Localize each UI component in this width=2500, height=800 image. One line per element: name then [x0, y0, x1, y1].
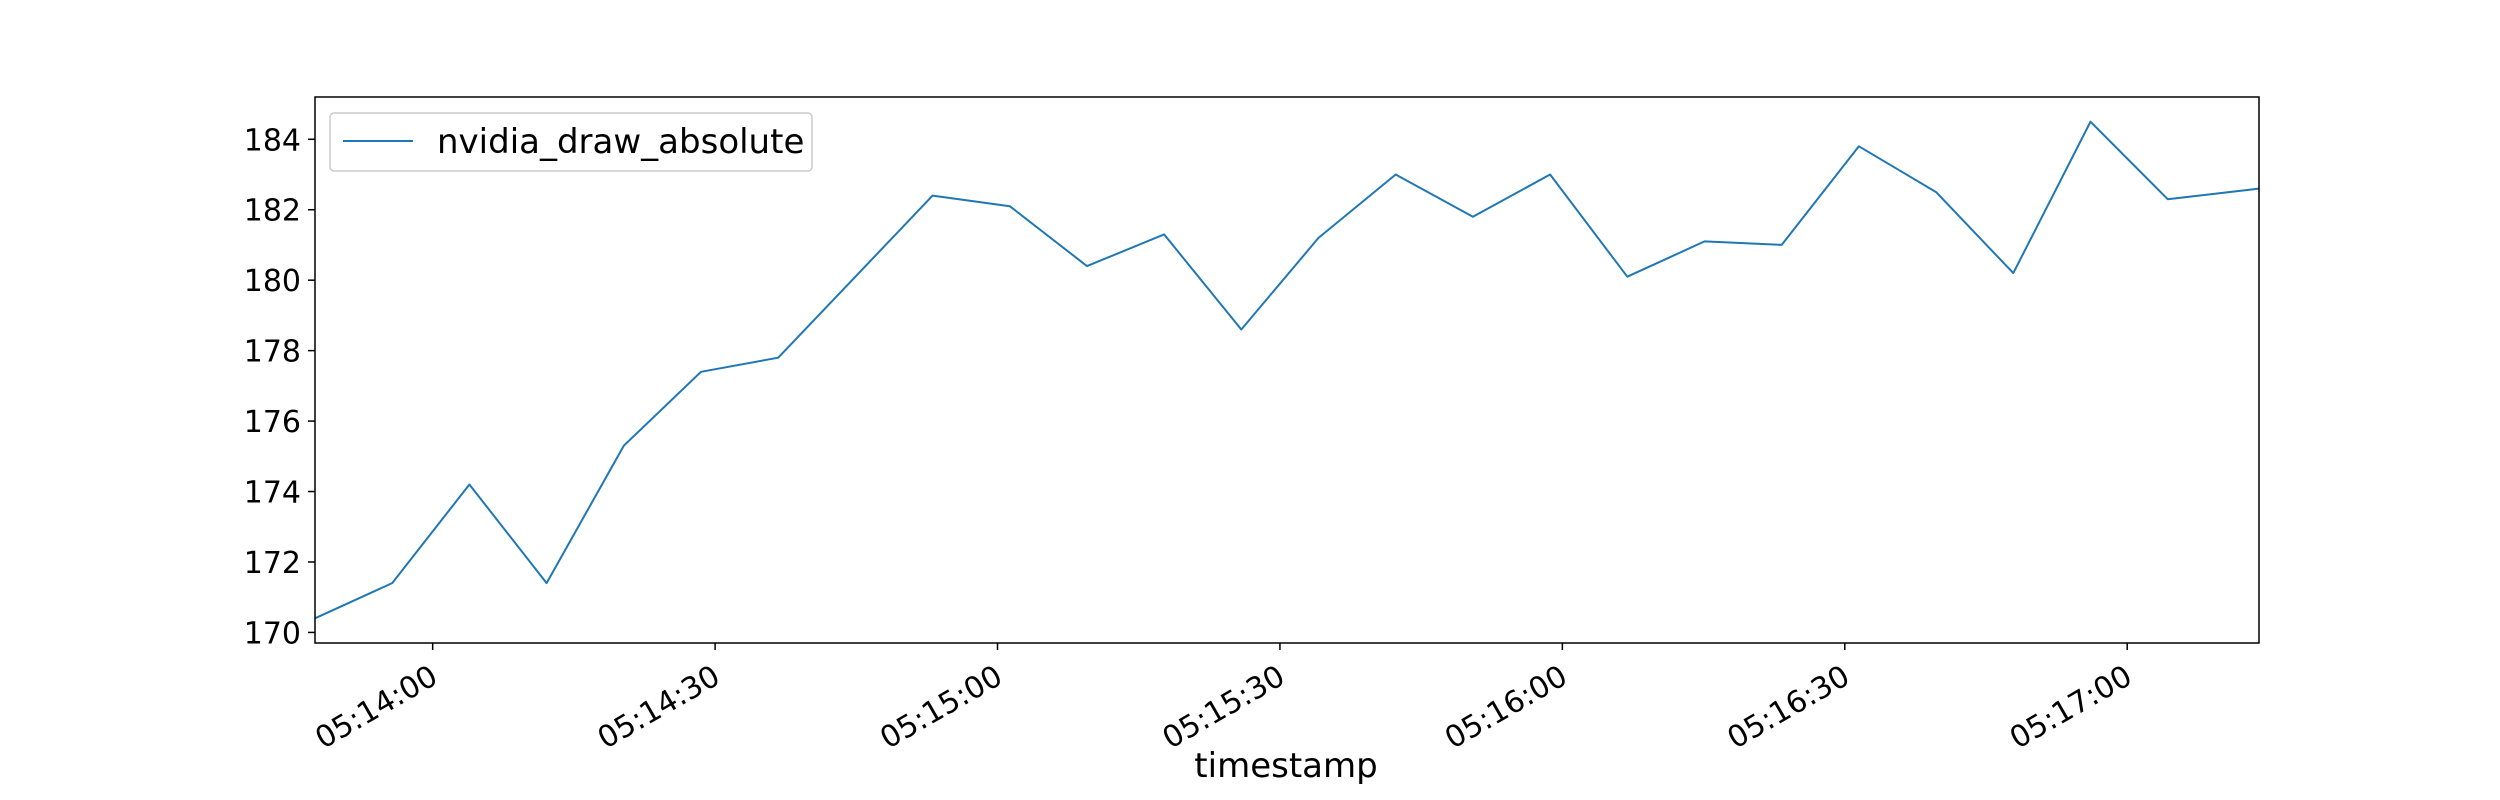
- plot-frame: [314, 96, 2260, 644]
- y-tick-label: 176: [244, 405, 301, 440]
- x-axis-title: timestamp: [1194, 746, 1377, 786]
- legend: nvidia_draw_absolute: [329, 112, 813, 172]
- x-tick-label: 05:16:00: [1439, 659, 1573, 757]
- x-tick-label: 05:16:30: [1722, 659, 1856, 757]
- y-tick-label: 170: [244, 616, 301, 651]
- x-tick-label: 05:15:30: [1157, 659, 1291, 757]
- y-tick-label: 172: [244, 546, 301, 581]
- x-tick-label: 05:15:00: [874, 659, 1008, 757]
- y-tick-label: 182: [244, 194, 301, 229]
- x-tick-label: 05:17:00: [2004, 659, 2138, 757]
- series-line: [314, 120, 2260, 620]
- legend-box: [329, 112, 813, 172]
- x-tick-label: 05:14:30: [592, 659, 726, 757]
- x-axis: 05:14:00 05:14:30 05:15:00 05:15:30 05:16:00…: [309, 643, 2138, 756]
- y-tick-label: 178: [244, 335, 301, 370]
- legend-series-label: nvidia_draw_absolute: [437, 122, 804, 162]
- y-axis: 170 172 174 176 178 180 182 184: [244, 123, 315, 651]
- y-tick-label: 174: [244, 476, 301, 511]
- y-tick-label: 180: [244, 264, 301, 299]
- x-tick-label: 05:14:00: [309, 659, 443, 757]
- plot-area: [314, 120, 2260, 620]
- y-tick-label: 184: [244, 123, 301, 158]
